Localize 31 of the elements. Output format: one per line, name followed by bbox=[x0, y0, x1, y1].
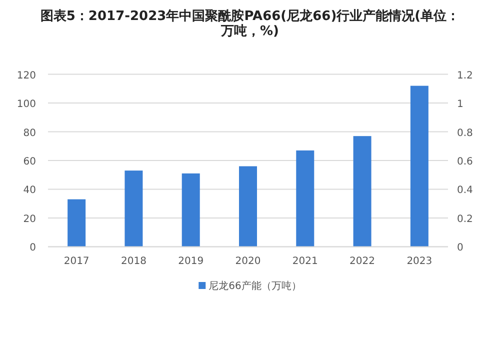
y2-tick-label: 1 bbox=[457, 99, 464, 110]
legend-label: 尼龙66产能（万吨） bbox=[208, 280, 302, 292]
y2-tick-label: 0.2 bbox=[457, 214, 473, 225]
x-tick-label: 2022 bbox=[350, 256, 376, 267]
y-tick-label: 120 bbox=[16, 70, 36, 82]
bar bbox=[182, 173, 200, 247]
x-tick-label: 2020 bbox=[235, 256, 261, 267]
bar bbox=[239, 166, 257, 247]
y2-tick-label: 0.6 bbox=[457, 156, 473, 168]
x-tick-label: 2018 bbox=[120, 256, 146, 267]
y-tick-label: 80 bbox=[23, 128, 36, 139]
x-tick-label: 2019 bbox=[178, 256, 204, 267]
x-tick-label: 2023 bbox=[406, 256, 432, 267]
bar bbox=[353, 136, 372, 247]
bar bbox=[124, 170, 143, 247]
x-tick-label: 2021 bbox=[292, 256, 318, 267]
y-tick-label: 40 bbox=[23, 185, 36, 196]
y-tick-label: 0 bbox=[30, 242, 36, 254]
y2-tick-label: 1.2 bbox=[457, 70, 473, 82]
y-tick-label: 20 bbox=[23, 214, 36, 225]
bar bbox=[296, 150, 314, 247]
y2-tick-label: 0.4 bbox=[457, 185, 473, 196]
y-tick-label: 60 bbox=[23, 156, 36, 168]
title: 图表5：2017-2023年中国聚酰胺PA66(尼龙66)行业产能情况(单位：万吨，%) bbox=[40, 9, 460, 39]
y2-tick-label: 0.8 bbox=[457, 128, 473, 139]
bar bbox=[68, 199, 86, 247]
y2-tick-label: 0 bbox=[457, 242, 464, 254]
legend: 尼龙66产能（万吨） bbox=[198, 281, 302, 292]
x-tick-label: 2017 bbox=[64, 256, 90, 267]
y-tick-label: 100 bbox=[16, 99, 36, 110]
bar bbox=[410, 86, 428, 247]
